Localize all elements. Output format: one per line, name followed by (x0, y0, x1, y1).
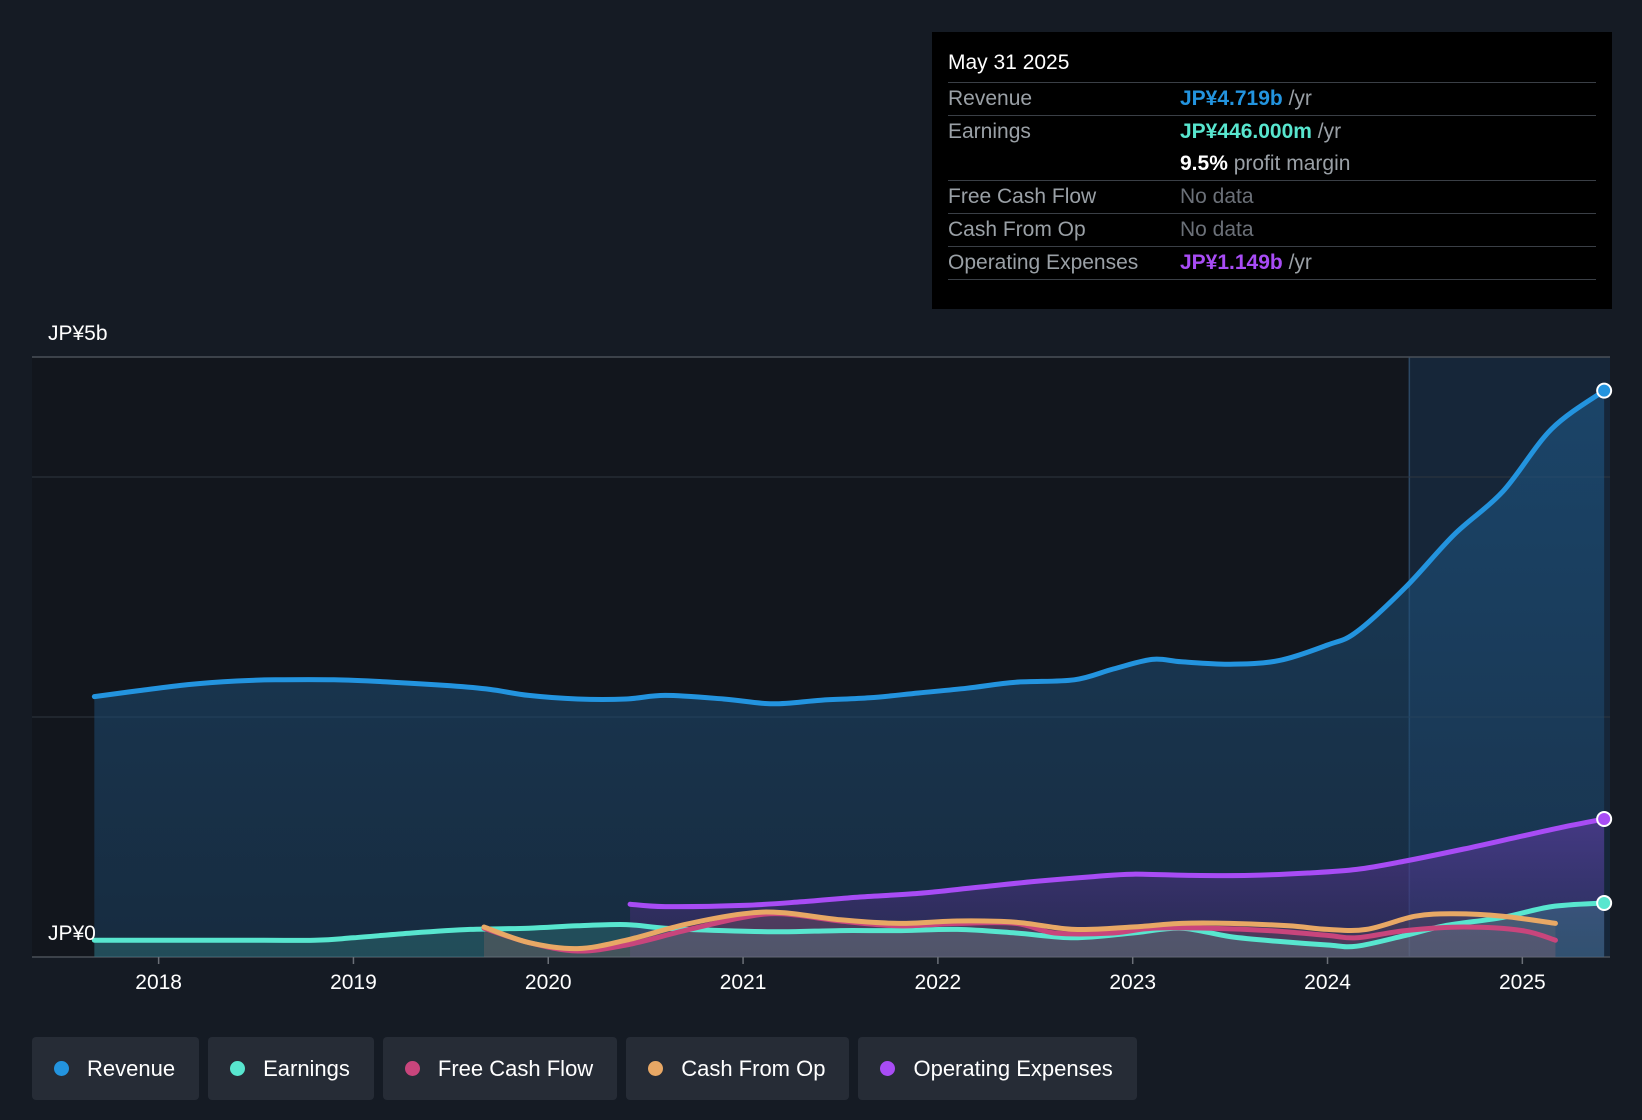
tooltip-value-number: JP¥1.149b (1180, 251, 1283, 274)
cash-from-op-line (481, 909, 1558, 952)
tooltip-row-value: 9.5% profit margin (1180, 148, 1350, 180)
x-tick-label: 2024 (1304, 971, 1351, 994)
x-axis: 2018 2019 2020 2021 2022 2023 2024 2025 (135, 957, 1546, 994)
tooltip-value-unit: /yr (1311, 120, 1342, 143)
y-axis-top-label: JP¥5b (48, 322, 108, 345)
legend-item-revenue[interactable]: Revenue (32, 1037, 200, 1100)
legend-item-operating-expenses[interactable]: Operating Expenses (858, 1037, 1137, 1100)
free-cash-flow-line (481, 911, 1558, 954)
legend-dot-icon (648, 1061, 664, 1076)
x-tick-label: 2020 (525, 971, 572, 994)
tooltip-row-label: Operating Expenses (948, 251, 1139, 274)
legend-item-cash-from-op[interactable]: Cash From Op (626, 1037, 850, 1100)
revenue-line (91, 388, 1607, 707)
earnings-area (94, 903, 1605, 957)
legend-label: Revenue (87, 1055, 176, 1081)
tooltip-value-unit: /yr (1282, 251, 1312, 274)
x-tick-label: 2023 (1109, 971, 1156, 994)
y-axis-bottom-label: JP¥0 (48, 922, 96, 945)
tooltip-value-number: JP¥4.719b (1180, 87, 1283, 110)
tooltip-row-label: Revenue (948, 87, 1033, 110)
tooltip-value-unit: profit margin (1227, 152, 1351, 175)
series-endpoints (1596, 382, 1613, 911)
tooltip-row-value: JP¥4.719b /yr (1180, 83, 1312, 115)
tooltip-row-label: Free Cash Flow (948, 185, 1097, 208)
legend: Revenue Earnings Free Cash Flow Cash From O… (32, 1037, 1137, 1100)
earnings-line (91, 900, 1607, 950)
x-tick-label: 2019 (330, 971, 377, 994)
legend-item-free-cash-flow[interactable]: Free Cash Flow (382, 1037, 618, 1100)
tooltip-row-nodata: No data (1180, 218, 1254, 241)
tooltip-value-number: JP¥446.000m (1180, 120, 1312, 143)
x-tick-label: 2025 (1499, 971, 1546, 994)
legend-dot-icon (54, 1061, 69, 1076)
operating-expenses-endpoint (1596, 811, 1613, 827)
tooltip-row-nodata: No data (1180, 185, 1254, 208)
revenue-area (94, 390, 1605, 958)
earnings-endpoint (1596, 895, 1613, 911)
tooltip-row-value: JP¥1.149b /yr (1180, 247, 1312, 279)
tooltip-row-value: JP¥446.000m /yr (1180, 116, 1341, 148)
legend-label: Free Cash Flow (437, 1055, 594, 1081)
legend-dot-icon (880, 1061, 896, 1076)
tooltip-row: Cash From Op No data (948, 214, 1596, 247)
series-lines (91, 388, 1607, 954)
tooltip-row: Free Cash Flow No data (948, 181, 1596, 214)
tooltip-row-label: Earnings (948, 120, 1031, 143)
tooltip-row-label (948, 148, 1180, 180)
x-tick-label: 2022 (915, 971, 962, 994)
tooltip: May 31 2025 Revenue JP¥4.719b /yr Earnings… (932, 32, 1612, 309)
tooltip-row: Earnings JP¥446.000m /yr (948, 116, 1596, 148)
legend-label: Earnings (263, 1055, 350, 1081)
tooltip-row-label: Cash From Op (948, 218, 1086, 241)
legend-label: Operating Expenses (913, 1055, 1113, 1081)
tooltip-value-unit: /yr (1282, 87, 1312, 110)
tooltip-row: Revenue JP¥4.719b /yr (948, 83, 1596, 116)
x-tick-label: 2021 (720, 971, 767, 994)
tooltip-row: Operating Expenses JP¥1.149b /yr (948, 247, 1596, 280)
revenue-endpoint (1596, 382, 1613, 399)
legend-item-earnings[interactable]: Earnings (208, 1037, 374, 1100)
x-tick-label: 2018 (135, 971, 182, 994)
legend-label: Cash From Op (681, 1055, 826, 1081)
tooltip-row: 9.5% profit margin (948, 148, 1596, 181)
tooltip-value-number: 9.5% (1180, 152, 1228, 175)
tooltip-date: May 31 2025 (948, 46, 1596, 83)
legend-dot-icon (404, 1061, 420, 1076)
legend-dot-icon (230, 1061, 246, 1076)
operating-expenses-line (627, 816, 1607, 910)
